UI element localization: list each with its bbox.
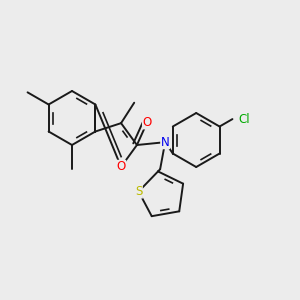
Text: O: O bbox=[116, 160, 126, 173]
Text: O: O bbox=[142, 116, 152, 129]
Text: N: N bbox=[161, 136, 170, 149]
Text: Cl: Cl bbox=[238, 112, 250, 126]
Text: S: S bbox=[135, 185, 142, 198]
